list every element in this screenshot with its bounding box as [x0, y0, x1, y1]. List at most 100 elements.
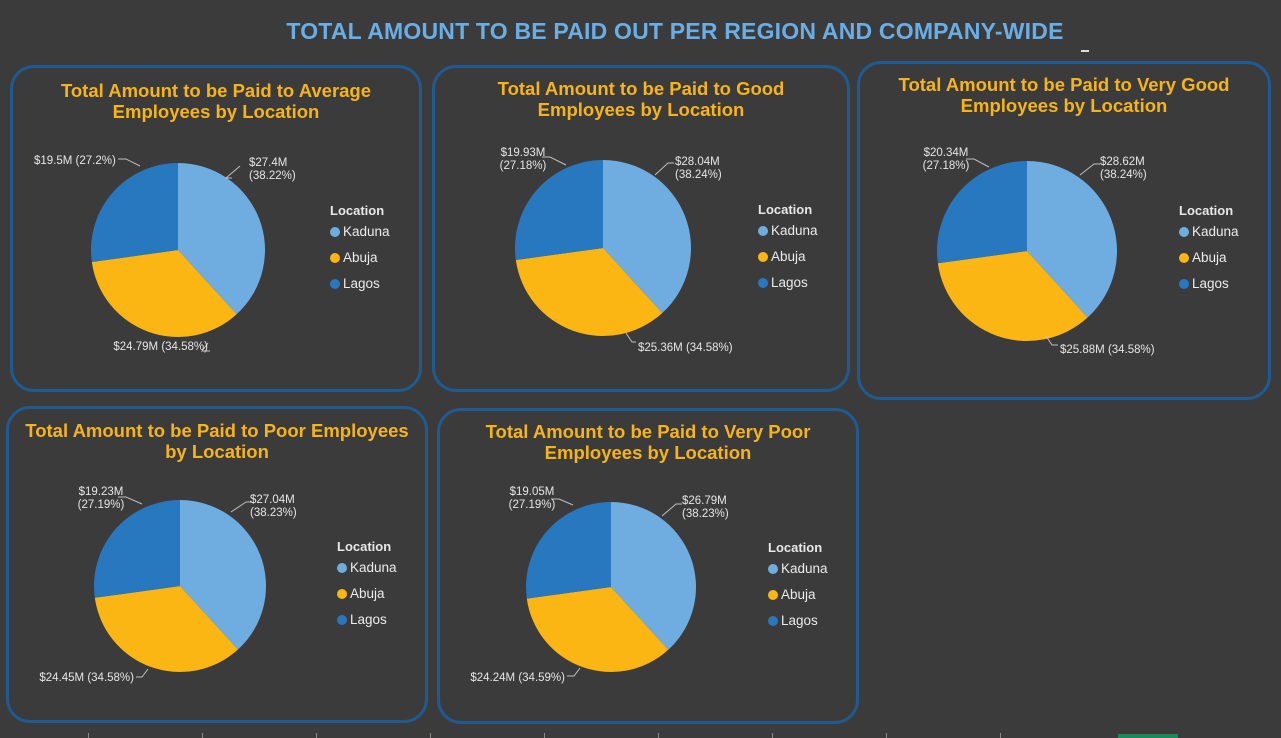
data-label-percent: (38.23%) [682, 508, 729, 520]
pie-slice-abuja[interactable] [937, 251, 1088, 341]
legend-item-kaduna[interactable]: Kaduna [758, 223, 818, 249]
chart-legend: Location Kaduna Abuja Lagos [337, 539, 397, 638]
legend-item-lagos[interactable]: Lagos [337, 612, 397, 638]
data-label-percent: (38.22%) [249, 170, 296, 182]
pie-slice-lagos[interactable] [937, 161, 1027, 264]
data-label: $24.79M (34.58%) [113, 341, 208, 353]
legend-label: Abuja [781, 587, 816, 602]
chart-title-line: Total Amount to be Paid to Average [60, 80, 372, 101]
leader-line [136, 668, 149, 678]
legend-label: Kaduna [1192, 224, 1239, 239]
minimize-dash[interactable] [1081, 50, 1089, 52]
legend-dot-icon [758, 226, 768, 236]
bottom-tick [430, 733, 431, 738]
leader-line [542, 156, 567, 166]
data-label-value: $28.04M [675, 156, 720, 168]
chart-legend: Location Kaduna Abuja Lagos [1179, 203, 1239, 302]
leader-line [661, 503, 682, 517]
leader-line [118, 158, 141, 167]
chart-panel[interactable]: Total Amount to be Paid to Good Employees… [432, 65, 850, 392]
pie-slice-lagos[interactable] [515, 160, 603, 261]
legend-item-kaduna[interactable]: Kaduna [330, 224, 390, 250]
legend-dot-icon [1179, 227, 1189, 237]
leader-line [654, 162, 674, 176]
pie-chart: $27.04M(38.23%) $24.45M (34.58%) $19.23M(2… [39, 486, 297, 684]
chart-panel[interactable]: Total Amount to be Paid to Average Employ… [10, 65, 422, 392]
legend-label: Abuja [350, 586, 385, 601]
legend-dot-icon [768, 616, 778, 626]
bottom-tick [1000, 733, 1001, 738]
data-label: $19.5M (27.2%) [34, 155, 116, 167]
pie-slice-abuja[interactable] [91, 250, 237, 337]
leader-line [1045, 335, 1058, 346]
legend-item-abuja[interactable]: Abuja [337, 586, 397, 612]
bottom-tick [886, 733, 887, 738]
bottom-tick [658, 733, 659, 738]
pie-slice-abuja[interactable] [94, 586, 238, 672]
legend-label: Kaduna [781, 561, 828, 576]
bottom-tick [772, 733, 773, 738]
data-label-value: $26.79M [682, 495, 727, 507]
pie-slice-lagos[interactable] [93, 500, 180, 598]
legend-title: Location [330, 203, 385, 218]
pie-slice-kaduna[interactable] [603, 160, 691, 314]
pie-slice-kaduna[interactable] [178, 163, 265, 315]
leader-line [966, 158, 990, 168]
data-label-value: $27.4M [249, 157, 287, 169]
legend-dot-icon [768, 590, 778, 600]
chart-title-line: Employees by Location [537, 99, 745, 120]
chart-title-line: Employees by Location [544, 442, 752, 463]
legend-dot-icon [330, 279, 340, 289]
legend-title: Location [768, 540, 823, 555]
data-label-value: $28.62M [1100, 156, 1145, 168]
chart-panel[interactable]: Total Amount to be Paid to Very Poor Empl… [437, 408, 859, 724]
data-label-percent: (27.19%) [78, 499, 125, 511]
legend-dot-icon [768, 564, 778, 574]
legend-item-lagos[interactable]: Lagos [1179, 276, 1239, 302]
chart-panel[interactable]: Total Amount to be Paid to Very Good Empl… [857, 61, 1271, 400]
leader-line [201, 342, 210, 352]
sheet-tab-accent[interactable] [1118, 734, 1178, 738]
pie-slice-lagos[interactable] [91, 163, 178, 262]
leader-line [1079, 163, 1100, 176]
pie-slice-kaduna[interactable] [1027, 161, 1117, 318]
data-label-percent: (38.24%) [675, 169, 722, 181]
pie-slice-abuja[interactable] [515, 248, 663, 336]
data-label-value: $20.34M [924, 147, 969, 159]
chart-panel[interactable]: Total Amount to be Paid to Poor Employee… [6, 406, 428, 723]
leader-line [625, 332, 636, 343]
data-label-percent: (38.23%) [250, 507, 297, 519]
legend-item-lagos[interactable]: Lagos [768, 613, 828, 639]
legend-item-abuja[interactable]: Abuja [1179, 250, 1239, 276]
legend-label: Kaduna [350, 560, 397, 575]
pie-slice-kaduna[interactable] [180, 500, 266, 650]
data-label: $25.88M (34.58%) [1060, 344, 1155, 356]
legend-item-lagos[interactable]: Lagos [330, 276, 390, 302]
data-label: $25.36M (34.58%) [638, 342, 733, 354]
legend-item-abuja[interactable]: Abuja [330, 250, 390, 276]
legend-item-abuja[interactable]: Abuja [758, 249, 818, 275]
leader-line [224, 165, 241, 179]
pie-chart: $28.62M(38.24%) $25.88M (34.58%) $20.34M(2… [923, 147, 1155, 356]
legend-item-abuja[interactable]: Abuja [768, 587, 828, 613]
chart-title-line: Total Amount to be Paid to Good [497, 78, 785, 99]
legend-item-lagos[interactable]: Lagos [758, 275, 818, 301]
leader-line [230, 501, 252, 513]
legend-label: Abuja [343, 250, 378, 265]
bottom-tick [88, 733, 89, 738]
legend-item-kaduna[interactable]: Kaduna [768, 561, 828, 587]
legend-dot-icon [1179, 253, 1189, 263]
legend-label: Lagos [771, 275, 808, 290]
chart-title-line: Employees by Location [112, 101, 320, 122]
pie-slice-kaduna[interactable] [611, 502, 696, 650]
legend-item-kaduna[interactable]: Kaduna [337, 560, 397, 586]
legend-label: Kaduna [771, 223, 818, 238]
legend-item-kaduna[interactable]: Kaduna [1179, 224, 1239, 250]
pie-chart: $28.04M(38.24%) $25.36M (34.58%) $19.93M(2… [500, 147, 733, 354]
leader-line [551, 498, 574, 506]
chart-legend: Location Kaduna Abuja Lagos [768, 540, 828, 639]
pie-slice-abuja[interactable] [526, 587, 669, 672]
legend-label: Lagos [350, 612, 387, 627]
pie-slice-lagos[interactable] [526, 502, 611, 599]
chart-title-line: Total Amount to be Paid to Very Good [898, 74, 1230, 95]
